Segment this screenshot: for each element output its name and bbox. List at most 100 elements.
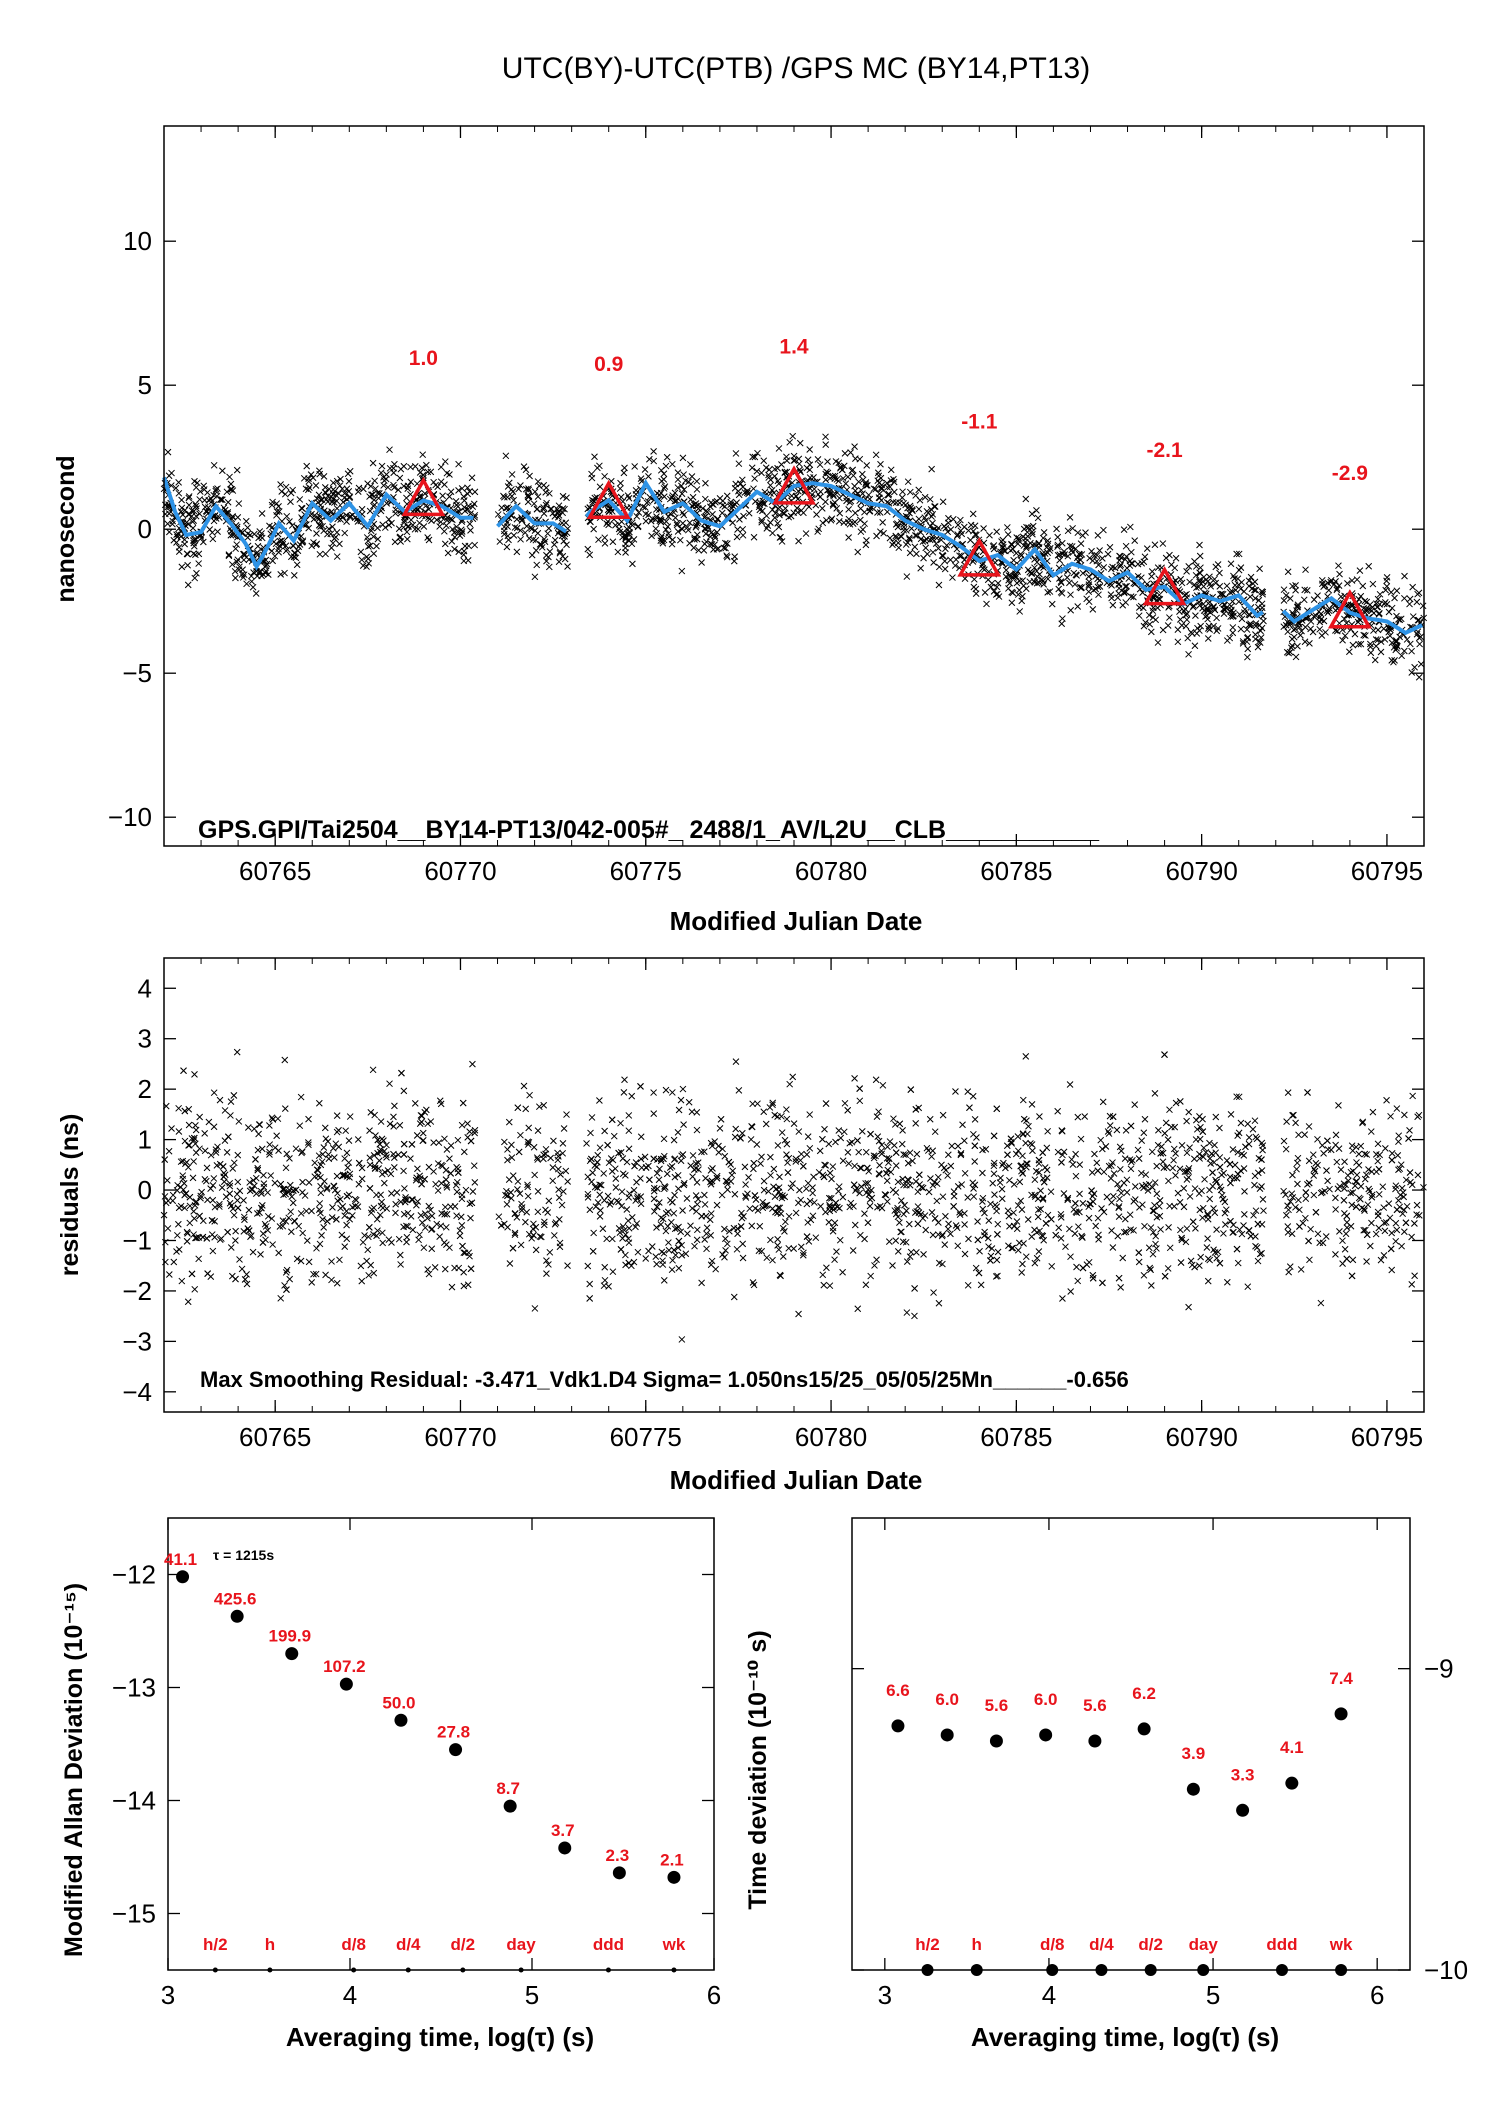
residual-point (333, 1112, 341, 1120)
residual-point (836, 1204, 843, 1212)
offset-point (947, 526, 955, 533)
offset-point (279, 538, 287, 546)
offset-point (1288, 644, 1295, 652)
offset-point (1238, 615, 1246, 623)
residual-point (861, 1210, 868, 1217)
residual-point (297, 1093, 305, 1101)
offset-point (562, 519, 570, 527)
residual-point (905, 1220, 913, 1228)
residual-point (1206, 1195, 1214, 1203)
offset-point (289, 542, 297, 550)
offset-point (385, 515, 393, 523)
residual-point (1406, 1127, 1413, 1134)
residual-point (1201, 1175, 1208, 1183)
residual-point (698, 1148, 705, 1156)
offset-point (701, 524, 709, 532)
residual-point (1172, 1150, 1179, 1157)
residual-point (718, 1191, 726, 1199)
residual-point (1304, 1089, 1311, 1096)
offset-point (698, 559, 705, 566)
offset-point (836, 509, 844, 517)
offset-point (873, 532, 880, 540)
residual-point (1073, 1209, 1081, 1217)
offset-point (327, 530, 335, 538)
residual-point (760, 1108, 768, 1116)
offset-point (337, 475, 344, 483)
offset-point (1022, 534, 1029, 542)
residual-point (906, 1181, 914, 1189)
residual-point (1381, 1145, 1389, 1152)
residual-point (424, 1266, 432, 1273)
residual-point (594, 1184, 601, 1192)
residual-point (1332, 1194, 1339, 1202)
residual-point (642, 1164, 650, 1171)
offset-point (666, 495, 674, 503)
residual-point (803, 1151, 811, 1158)
residual-point (1105, 1130, 1113, 1137)
residual-point (976, 1247, 983, 1255)
residual-point (872, 1152, 879, 1160)
residual-point (286, 1154, 293, 1162)
residual-point (1186, 1144, 1193, 1152)
offset-point (1296, 623, 1303, 631)
residual-point (446, 1244, 453, 1252)
residual-point (550, 1137, 557, 1145)
offset-point (1002, 547, 1009, 555)
offset-point (1177, 575, 1185, 583)
residual-point (315, 1206, 323, 1213)
residual-point (1017, 1197, 1025, 1205)
x-tick-label: 60770 (424, 1422, 496, 1452)
residual-point (1104, 1128, 1112, 1135)
offset-point (1297, 631, 1304, 639)
residual-point (633, 1220, 641, 1227)
offset-point (1406, 600, 1413, 608)
residual-point (513, 1214, 521, 1221)
offset-point (1388, 604, 1396, 612)
residual-point (979, 1205, 987, 1213)
residual-point (657, 1221, 665, 1228)
residual-point (758, 1247, 766, 1255)
offset-point (1413, 630, 1421, 638)
offset-point (1108, 594, 1115, 602)
offset-point (1073, 572, 1081, 579)
offset-point (185, 501, 193, 509)
residual-point (1062, 1243, 1069, 1251)
residual-point (1039, 1232, 1047, 1240)
residual-point (364, 1246, 372, 1254)
residual-point (165, 1147, 173, 1155)
residual-point (1382, 1219, 1390, 1226)
offset-point (450, 529, 458, 536)
residual-point (1368, 1168, 1376, 1176)
offset-point (1146, 620, 1154, 628)
offset-point (835, 518, 843, 525)
residual-point (366, 1127, 373, 1134)
residual-point (525, 1230, 533, 1238)
residual-point (1138, 1169, 1145, 1177)
residual-point (1108, 1227, 1115, 1234)
residual-point (678, 1336, 686, 1343)
offset-point (219, 467, 226, 475)
residual-point (923, 1144, 931, 1152)
residual-point (218, 1184, 226, 1191)
residuals-panel: 60765 60770 60775 60780 60785 60790 60795−4−3−… (56, 957, 1427, 1495)
residual-point (599, 1225, 607, 1233)
offset-point (1192, 571, 1200, 579)
offset-point (776, 503, 784, 511)
residual-point (207, 1185, 214, 1192)
offset-point (1204, 615, 1211, 623)
offset-point (678, 525, 686, 533)
residual-point (675, 1237, 683, 1245)
residual-point (612, 1175, 620, 1182)
triangle-markers: 1.0 0.91.4-1.1-2.1-2.9 (401, 336, 1372, 629)
residual-point (1361, 1207, 1368, 1214)
residual-point (240, 1228, 248, 1235)
offsets-ylabel: nanosecond (52, 455, 80, 602)
residual-point (517, 1241, 525, 1249)
residual-point (845, 1160, 853, 1167)
offset-point (674, 495, 682, 503)
offset-point (1317, 610, 1325, 618)
offset-point (1123, 564, 1131, 572)
offset-point (525, 485, 532, 492)
offset-point (455, 548, 463, 556)
residual-point (825, 1140, 833, 1148)
